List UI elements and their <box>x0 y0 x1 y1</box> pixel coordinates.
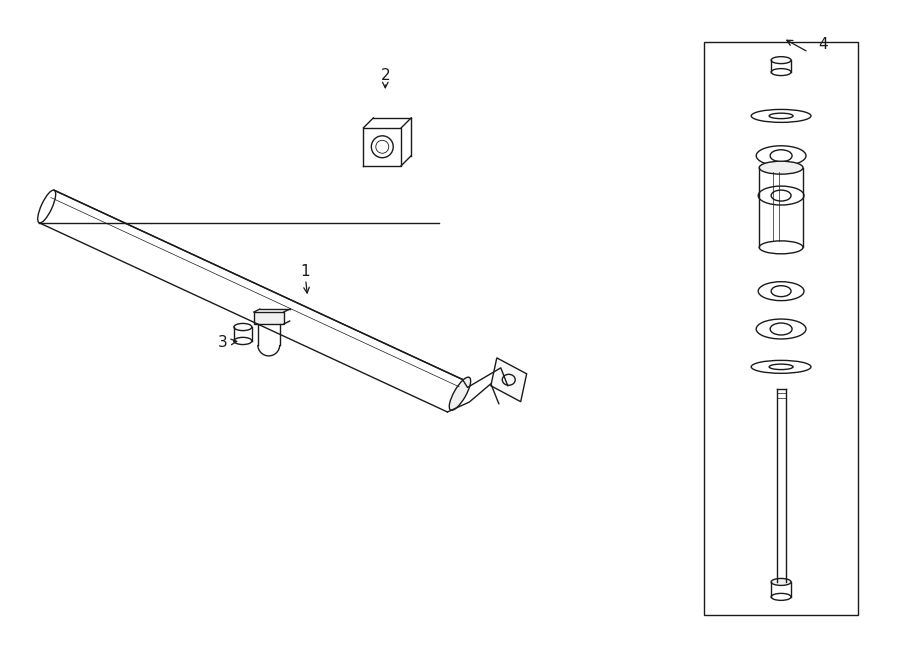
Ellipse shape <box>770 323 792 335</box>
Ellipse shape <box>770 150 792 162</box>
Ellipse shape <box>372 136 393 158</box>
Polygon shape <box>491 358 526 402</box>
Text: 4: 4 <box>819 37 828 52</box>
Ellipse shape <box>756 146 806 166</box>
Ellipse shape <box>758 282 804 301</box>
Ellipse shape <box>234 323 252 330</box>
Text: 3: 3 <box>218 335 228 350</box>
Text: 1: 1 <box>301 264 310 279</box>
Ellipse shape <box>752 360 811 373</box>
Text: 2: 2 <box>381 67 390 83</box>
Ellipse shape <box>771 594 791 600</box>
Ellipse shape <box>771 286 791 297</box>
Ellipse shape <box>756 319 806 339</box>
Ellipse shape <box>760 241 803 254</box>
Ellipse shape <box>752 110 811 122</box>
Ellipse shape <box>770 113 793 118</box>
Bar <box>704 42 859 615</box>
Ellipse shape <box>771 57 791 63</box>
Ellipse shape <box>771 578 791 586</box>
Ellipse shape <box>771 190 791 201</box>
Polygon shape <box>254 312 284 324</box>
Ellipse shape <box>449 377 471 410</box>
Ellipse shape <box>760 161 803 174</box>
Ellipse shape <box>771 69 791 75</box>
Ellipse shape <box>758 186 804 205</box>
Ellipse shape <box>770 364 793 369</box>
